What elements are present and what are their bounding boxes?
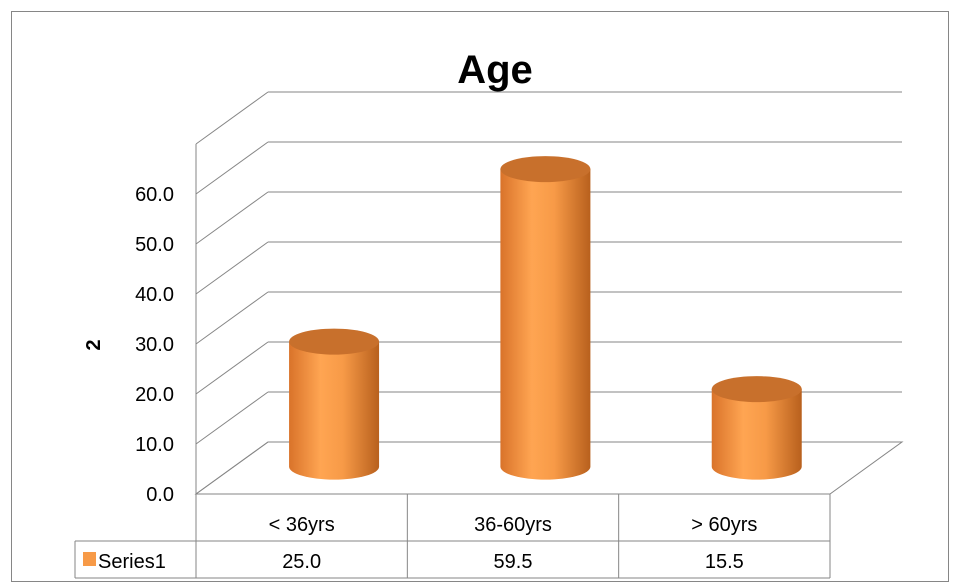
bar-top [711,376,802,403]
bar-body [711,389,802,480]
bar-top [289,328,380,355]
chart-border [11,11,949,582]
gridline-side [195,341,269,395]
bar-body [500,169,591,480]
bar [289,328,380,480]
data-value-label: 15.5 [705,551,744,573]
gridline-side [195,141,269,195]
y-tick-label: 0.0 [146,484,174,506]
bar-top [500,156,591,183]
y-tick-label: 40.0 [135,284,174,306]
gridline-side [195,291,269,345]
x-category-label: > 60yrs [691,514,757,536]
x-category-label: < 36yrs [269,514,335,536]
gridline-side [195,191,269,245]
bar [500,156,591,480]
y-axis-label: 2 [83,339,105,350]
bar-body [289,341,380,480]
data-table: < 36yrs 36-60yrs > 60yrs 25.0 59.5 15.5 Series… [74,494,831,579]
legend-series-name: Series1 [98,551,166,573]
y-tick-label: 10.0 [135,434,174,456]
x-category-label: 36-60yrs [474,514,552,536]
gridline-side [195,441,269,495]
y-tick-label: 20.0 [135,384,174,406]
chart-title: Age [457,48,533,92]
y-tick-label: 50.0 [135,234,174,256]
data-value-label: 25.0 [282,551,321,573]
y-axis-ticks: 0.0 10.0 20.0 30.0 40.0 50.0 60.0 [135,184,174,506]
legend-swatch [83,552,96,566]
data-value-label: 59.5 [494,551,533,573]
gridline-side [195,91,269,145]
gridline-side [195,391,269,445]
bars [289,156,802,480]
y-tick-label: 60.0 [135,184,174,206]
gridline-side [195,241,269,295]
y-tick-label: 30.0 [135,334,174,356]
bar [711,376,802,480]
